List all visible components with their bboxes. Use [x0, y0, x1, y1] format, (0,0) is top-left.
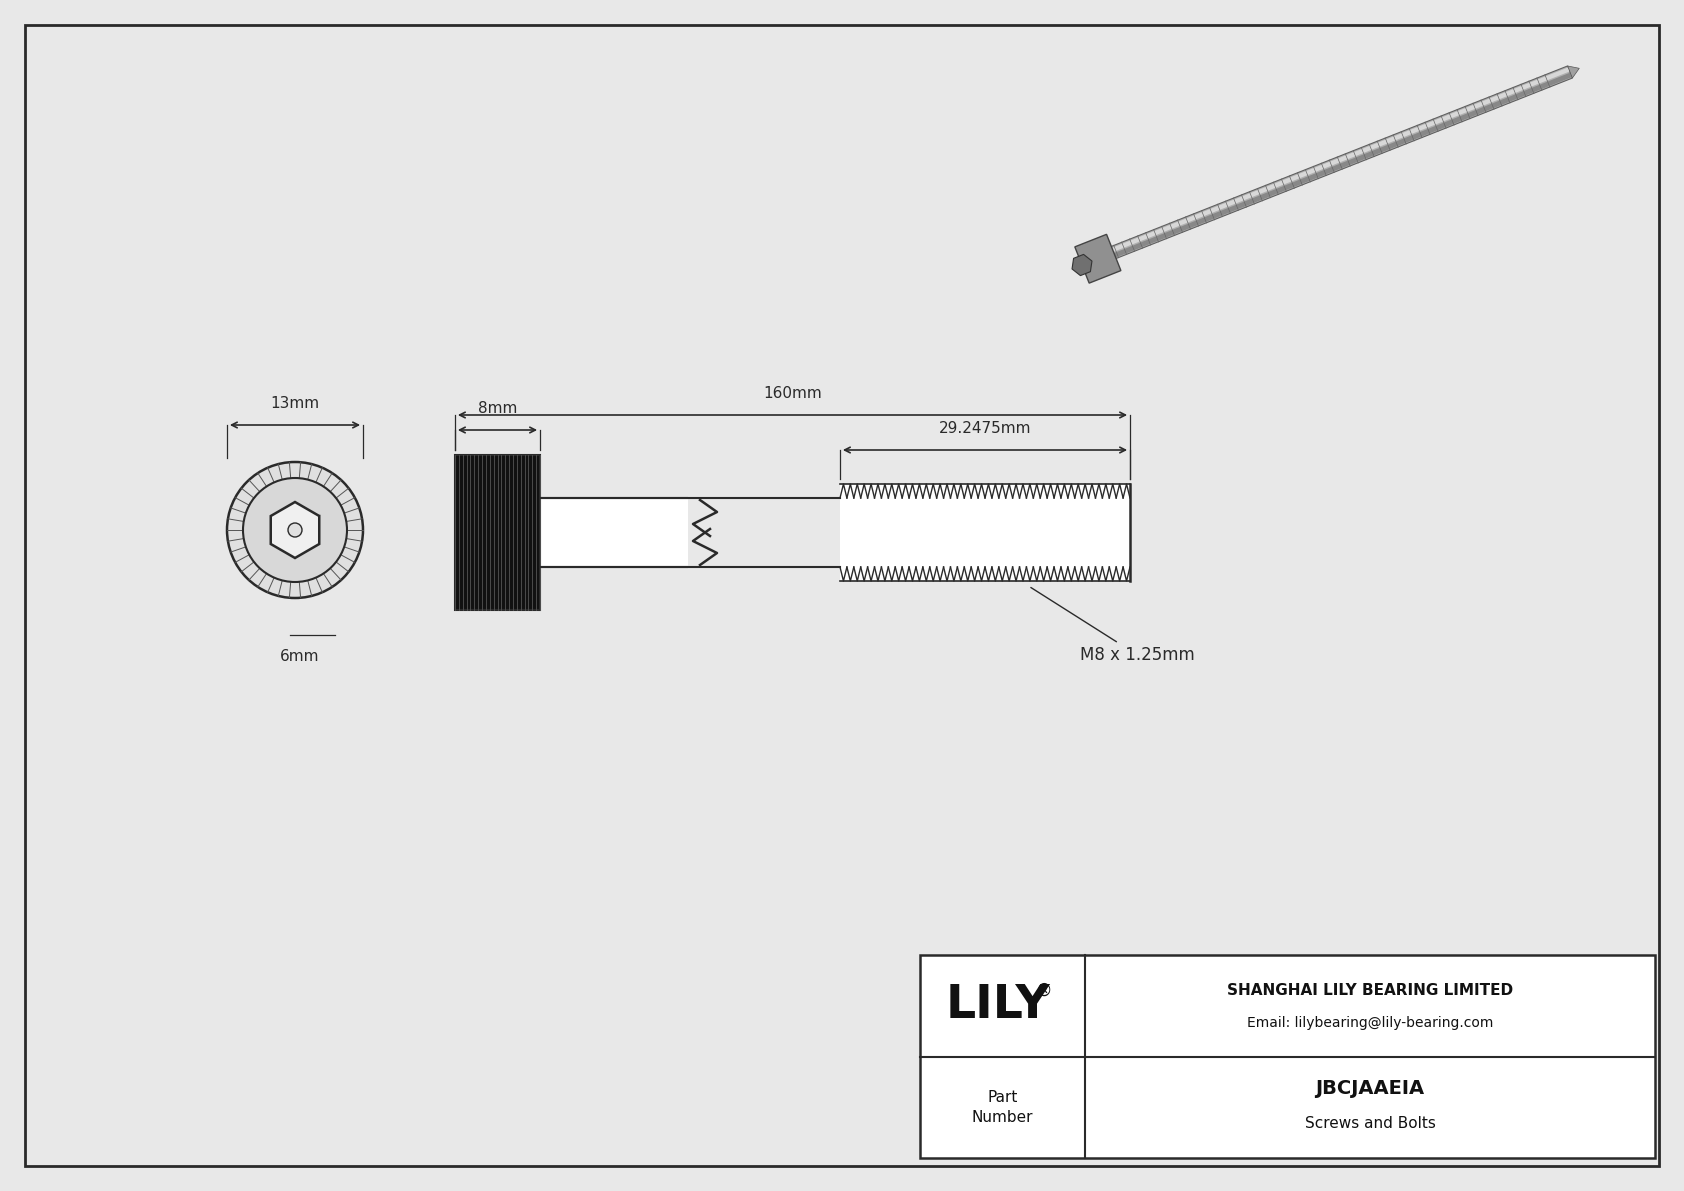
Text: Screws and Bolts: Screws and Bolts [1305, 1116, 1435, 1131]
Text: ®: ® [1036, 983, 1052, 1000]
Bar [541, 498, 706, 567]
Text: 8mm: 8mm [478, 401, 517, 416]
Polygon shape [1073, 255, 1091, 275]
Bar [689, 490, 722, 575]
Circle shape [242, 478, 347, 582]
Polygon shape [1079, 68, 1569, 264]
Polygon shape [271, 501, 320, 559]
Circle shape [227, 462, 364, 598]
Polygon shape [1568, 66, 1580, 79]
Text: 160mm: 160mm [763, 386, 822, 401]
Polygon shape [1083, 73, 1571, 270]
Text: 29.2475mm: 29.2475mm [938, 420, 1031, 436]
Text: Part
Number: Part Number [972, 1090, 1034, 1125]
Text: Email: lilybearing@lily-bearing.com: Email: lilybearing@lily-bearing.com [1246, 1016, 1494, 1030]
Text: 6mm: 6mm [280, 649, 320, 665]
Bar [455, 455, 541, 610]
Text: M8 x 1.25mm: M8 x 1.25mm [1031, 587, 1194, 665]
Bar [919, 955, 1655, 1158]
Polygon shape [1079, 66, 1573, 272]
Text: SHANGHAI LILY BEARING LIMITED: SHANGHAI LILY BEARING LIMITED [1228, 983, 1512, 998]
Text: 13mm: 13mm [271, 395, 320, 411]
Text: JBCJAAEIA: JBCJAAEIA [1315, 1079, 1425, 1098]
Polygon shape [1074, 235, 1122, 283]
Bar [840, 484, 1130, 581]
Text: LILY: LILY [945, 984, 1049, 1029]
Circle shape [288, 523, 301, 537]
